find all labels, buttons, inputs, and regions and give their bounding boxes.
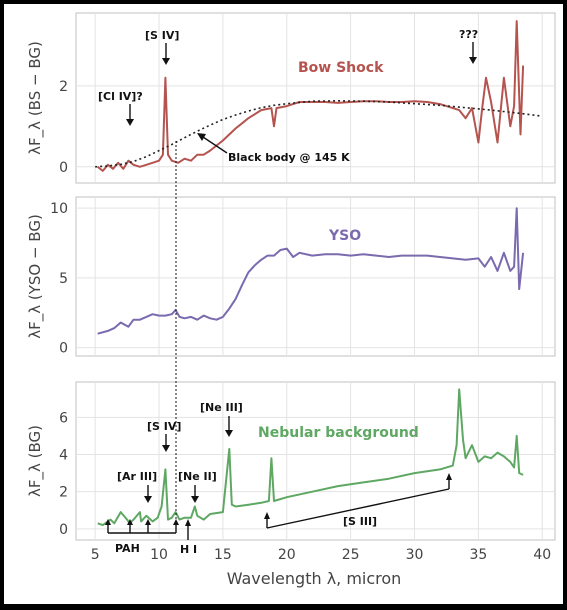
y-axis-title: λF_λ (BS − BG) [26,41,45,155]
pah-arrowhead-3 [145,519,151,525]
s4-arrowhead-bottom [162,445,170,452]
bow-shock-label: Bow Shock [298,60,384,76]
y-tick-label: 2 [59,485,68,501]
yso-label: YSO [328,228,361,244]
blackbody-arrowhead [197,133,206,141]
plot-frame [75,381,556,541]
x-tick-label: 10 [150,547,168,563]
ne2-arrowhead [191,496,199,503]
y-tick-label: 2 [59,79,68,95]
hi-arrowhead [185,519,191,526]
pah-arrowhead-4 [173,519,179,525]
x-tick-label: 40 [533,547,551,563]
series-line [97,207,525,335]
x-tick-label: 30 [406,547,424,563]
nebular-panel: 0 2 4 6 5 10 15 20 25 30 35 40 λF_λ (BG) [26,381,556,563]
x-tick-label: 20 [278,547,296,563]
unknown-arrowhead [469,57,477,64]
pah-label: PAH [115,542,140,555]
blackbody-arrow [202,136,228,154]
y-tick-label: 0 [59,160,68,176]
yso-panel: 0 5 10 λF_λ (YSO − BG) [26,196,556,357]
series-line [97,388,524,527]
y-tick-label: 0 [59,341,68,357]
x-tick-label: 15 [214,547,232,563]
ar3-line-label: [Ar III] [117,470,157,483]
s3-arrowhead-1 [264,512,270,519]
y-axis-title: λF_λ (YSO − BG) [26,214,45,339]
cl4-arrowhead [126,119,134,126]
x-axis-title: Wavelength λ, micron [227,569,402,588]
x-tick-label: 35 [469,547,487,563]
y-tick-label: 5 [59,271,68,287]
x-tick-label: 5 [91,547,100,563]
y-tick-label: 6 [59,410,68,426]
blackbody-label: Black body @ 145 K [228,151,350,164]
nebular-label: Nebular background [258,425,419,441]
hi-label: H I [180,543,197,556]
y-axis-title: λF_λ (BG) [26,425,45,497]
s4-line-label-bottom: [S IV] [147,420,181,433]
pah-arrowhead-1 [105,519,111,525]
series-line [97,20,525,172]
y-tick-label: 4 [59,447,68,463]
cl4-line-label: [Cl IV]? [98,90,143,103]
ne2-line-label: [Ne II] [178,470,217,483]
ar3-arrowhead [144,496,152,503]
s3-label: [S III] [343,515,377,528]
s4-arrowhead-top [162,58,170,65]
unknown-line-label: ??? [459,28,478,41]
bow-shock-panel: 0 2 λF_λ (BS − BG) [26,12,556,184]
s3-arrowhead-2 [446,473,452,480]
pah-arrowhead-2 [127,519,133,525]
s3-bracket [266,488,450,529]
y-tick-label: 10 [50,201,68,217]
x-tick-label: 25 [342,547,360,563]
series-line [95,100,543,168]
s4-line-label-top: [S IV] [145,29,179,42]
plot-frame [75,196,556,357]
plot-frame [75,12,556,184]
ne3-arrowhead [225,430,233,437]
ne3-line-label: [Ne III] [200,401,243,414]
y-tick-label: 0 [59,522,68,538]
